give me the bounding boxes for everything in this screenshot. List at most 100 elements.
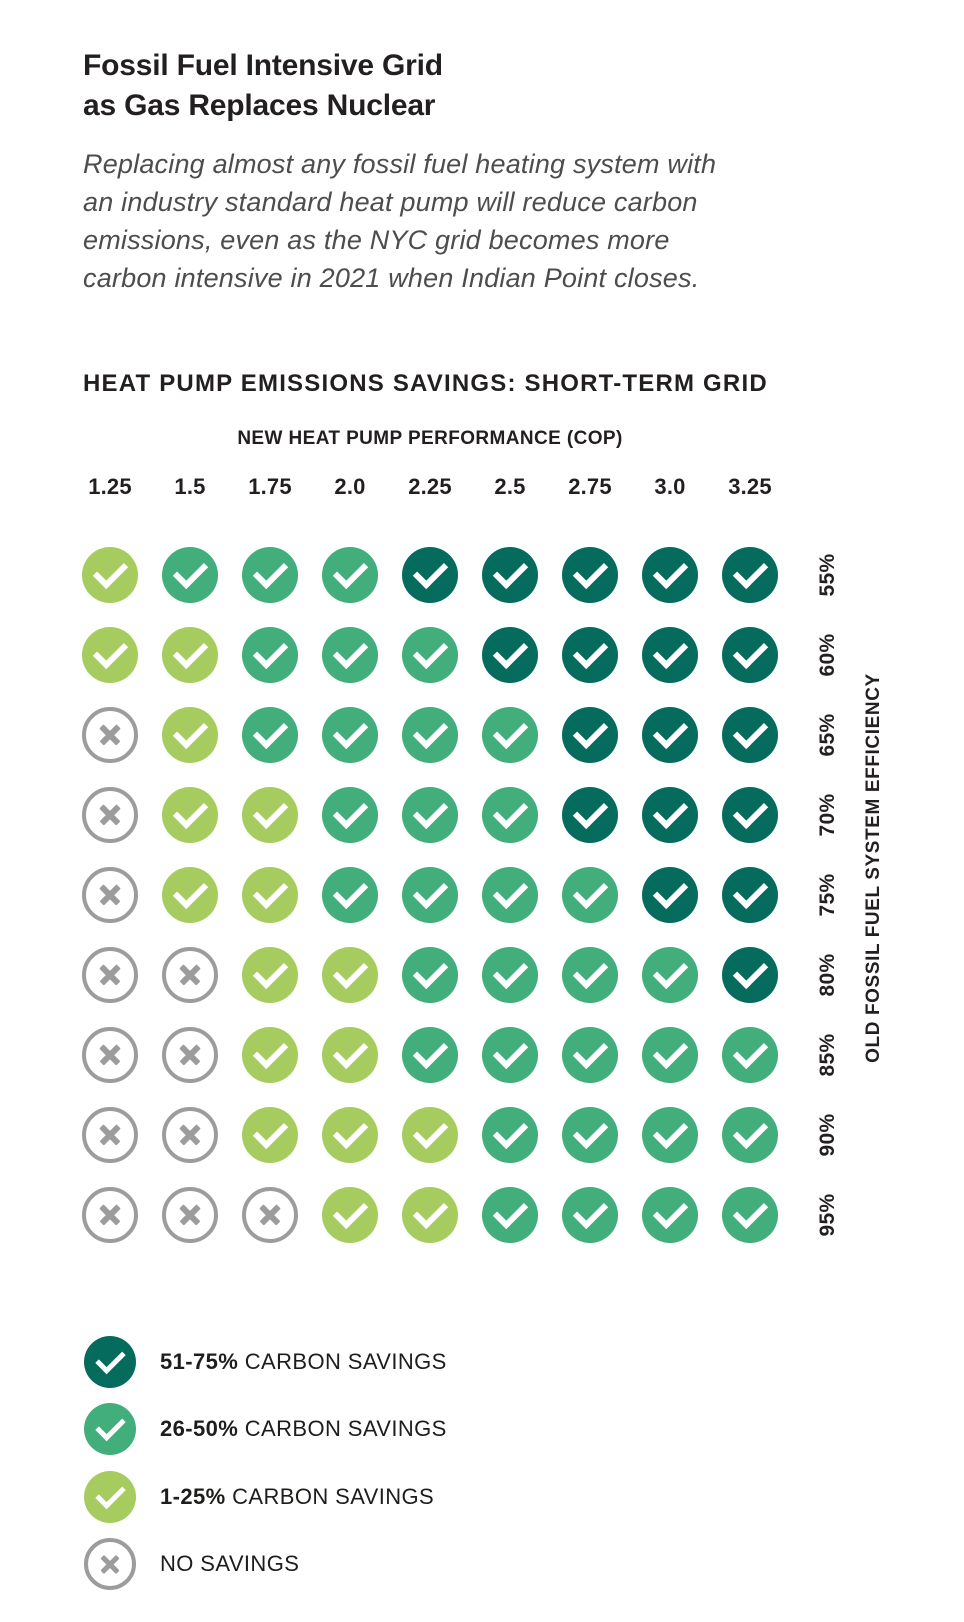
check-icon <box>732 793 768 830</box>
check-icon <box>492 553 528 590</box>
check-icon <box>252 713 288 750</box>
x-axis-label: NEW HEAT PUMP PERFORMANCE (COP) <box>237 428 623 449</box>
check-icon <box>572 1033 608 1070</box>
grid-cell-85%-cop-2.5 <box>482 1027 538 1083</box>
legend-text: NO SAVINGS <box>160 1551 300 1577</box>
grid-cell-85%-cop-2.25 <box>402 1027 458 1083</box>
row-label-85%: 85% <box>816 1033 839 1077</box>
chart-subtitle: Replacing almost any fossil fuel heating… <box>83 145 716 297</box>
x-icon <box>97 802 123 828</box>
check-icon <box>332 1113 368 1150</box>
check-icon <box>332 873 368 910</box>
grid-cell-80%-cop-2.0 <box>322 947 378 1003</box>
check-icon <box>652 1113 688 1150</box>
grid-cell-85%-cop-3.0 <box>642 1027 698 1083</box>
y-axis-label: OLD FOSSIL FUEL SYSTEM EFFICIENCY <box>863 673 884 1063</box>
check-icon <box>332 1193 368 1230</box>
grid-cell-80%-cop-1.75 <box>242 947 298 1003</box>
check-icon <box>412 553 448 590</box>
check-icon <box>732 1113 768 1150</box>
check-icon <box>492 873 528 910</box>
check-icon <box>92 553 128 590</box>
check-icon <box>652 953 688 990</box>
legend-range: 26-50% <box>160 1416 239 1442</box>
x-icon <box>177 1122 203 1148</box>
check-icon <box>572 553 608 590</box>
chart-subtitle-line-1: Replacing almost any fossil fuel heating… <box>83 149 717 179</box>
grid-cell-80%-cop-3.25 <box>722 947 778 1003</box>
grid-cell-80%-cop-1.25 <box>82 947 138 1003</box>
check-icon <box>92 633 128 670</box>
check-icon <box>412 1193 448 1230</box>
grid-cell-55%-cop-2.0 <box>322 547 378 603</box>
chart-subtitle-line-2: an industry standard heat pump will redu… <box>83 187 698 217</box>
x-icon <box>177 1202 203 1228</box>
column-header-2.0: 2.0 <box>334 474 366 499</box>
grid-cell-70%-cop-2.5 <box>482 787 538 843</box>
legend-range: 1-25% <box>160 1483 226 1509</box>
chart-title: Fossil Fuel Intensive Grid as Gas Replace… <box>83 46 443 126</box>
check-icon <box>652 713 688 750</box>
check-icon <box>732 633 768 670</box>
column-header-3.25: 3.25 <box>728 474 772 499</box>
column-header-3.0: 3.0 <box>654 474 686 499</box>
grid-cell-75%-cop-1.75 <box>242 867 298 923</box>
check-icon <box>572 873 608 910</box>
legend-item-no-savings: NO SAVINGS <box>84 1538 299 1591</box>
grid-cell-90%-cop-2.0 <box>322 1107 378 1163</box>
grid-cell-75%-cop-2.0 <box>322 867 378 923</box>
grid-cell-55%-cop-1.75 <box>242 547 298 603</box>
x-icon <box>97 722 123 748</box>
grid-cell-85%-cop-1.25 <box>82 1027 138 1083</box>
check-icon <box>252 873 288 910</box>
check-icon <box>412 713 448 750</box>
grid-cell-60%-cop-1.25 <box>82 627 138 683</box>
section-title: HEAT PUMP EMISSIONS SAVINGS: SHORT-TERM … <box>83 369 768 397</box>
grid-cell-75%-cop-2.25 <box>402 867 458 923</box>
grid-cell-55%-cop-1.25 <box>82 547 138 603</box>
grid-cell-90%-cop-1.5 <box>162 1107 218 1163</box>
grid-cell-75%-cop-2.5 <box>482 867 538 923</box>
grid-cell-90%-cop-2.75 <box>562 1107 618 1163</box>
check-icon <box>572 1113 608 1150</box>
check-icon <box>732 553 768 590</box>
grid-cell-70%-cop-1.5 <box>162 787 218 843</box>
check-icon <box>732 953 768 990</box>
row-label-95%: 95% <box>816 1193 839 1237</box>
grid-cell-55%-cop-2.5 <box>482 547 538 603</box>
grid-cell-70%-cop-1.25 <box>82 787 138 843</box>
grid-cell-90%-cop-2.5 <box>482 1107 538 1163</box>
chart-title-line-2: as Gas Replaces Nuclear <box>83 89 436 123</box>
row-label-90%: 90% <box>816 1113 839 1157</box>
check-icon <box>492 633 528 670</box>
legend-item-26-50%: 26-50% CARBON SAVINGS <box>84 1403 447 1456</box>
legend-label: 51-75% CARBON SAVINGS <box>160 1349 447 1375</box>
check-icon <box>412 873 448 910</box>
check-icon <box>572 633 608 670</box>
check-icon <box>572 1193 608 1230</box>
row-label-55%: 55% <box>816 553 839 597</box>
legend-range: 51-75% <box>160 1349 239 1374</box>
grid-cell-75%-cop-3.25 <box>722 867 778 923</box>
chart-subtitle-line-4: carbon intensive in 2021 when Indian Poi… <box>83 263 700 293</box>
check-icon <box>252 1113 288 1150</box>
grid-cell-90%-cop-3.0 <box>642 1107 698 1163</box>
grid-cell-65%-cop-3.0 <box>642 707 698 763</box>
check-icon <box>332 553 368 590</box>
grid-cell-90%-cop-1.25 <box>82 1107 138 1163</box>
check-icon <box>94 1343 126 1375</box>
grid-cell-65%-cop-2.25 <box>402 707 458 763</box>
legend-label: NO SAVINGS <box>160 1551 299 1577</box>
grid-cell-95%-cop-2.0 <box>322 1187 378 1243</box>
grid-cell-60%-cop-3.0 <box>642 627 698 683</box>
grid-cell-75%-cop-3.0 <box>642 867 698 923</box>
legend-text: CARBON SAVINGS <box>244 1416 447 1442</box>
check-icon <box>252 1033 288 1070</box>
check-icon <box>252 953 288 990</box>
grid-cell-90%-cop-3.25 <box>722 1107 778 1163</box>
x-icon <box>97 1202 123 1228</box>
grid-cell-55%-cop-2.25 <box>402 547 458 603</box>
grid-cell-80%-cop-3.0 <box>642 947 698 1003</box>
legend-text: CARBON SAVINGS <box>244 1349 447 1374</box>
